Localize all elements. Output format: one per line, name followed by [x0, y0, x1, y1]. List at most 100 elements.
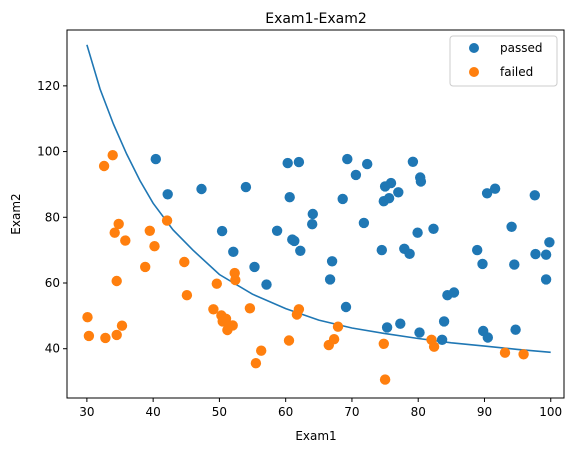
point-failed: [179, 256, 190, 268]
point-passed: [216, 225, 228, 237]
point-passed: [150, 153, 161, 165]
boundary-line: [86, 44, 551, 354]
chart-title: Exam1-Exam2: [265, 11, 367, 27]
point-passed: [540, 249, 552, 260]
point-passed: [326, 256, 338, 267]
point-passed: [393, 187, 404, 198]
point-passed: [530, 248, 541, 260]
point-failed: [428, 341, 440, 352]
point-failed: [378, 338, 389, 349]
x-tick-label: 40: [146, 405, 161, 419]
y-tick-label: 60: [45, 276, 60, 290]
point-failed: [109, 227, 120, 238]
point-failed: [230, 274, 241, 286]
point-passed: [307, 219, 318, 230]
axes-frame: [66, 29, 565, 399]
point-passed: [362, 158, 373, 170]
point-failed: [518, 349, 529, 360]
point-passed: [295, 245, 306, 256]
point-passed: [307, 208, 318, 220]
point-failed: [107, 150, 118, 161]
point-passed: [289, 235, 300, 247]
y-axis-title: Exam2: [9, 193, 23, 234]
point-failed: [208, 304, 219, 315]
data-points: [82, 150, 555, 385]
legend-marker-failed: [469, 67, 479, 77]
point-failed: [328, 334, 340, 345]
point-passed: [509, 259, 520, 270]
x-tick-label: 90: [477, 405, 492, 419]
point-passed: [284, 192, 295, 203]
point-passed: [340, 301, 352, 313]
point-failed: [140, 261, 151, 273]
point-passed: [436, 334, 448, 345]
point-passed: [438, 316, 450, 327]
point-failed: [293, 304, 305, 315]
point-failed: [116, 320, 128, 331]
point-passed: [337, 193, 348, 205]
point-passed: [358, 217, 370, 229]
y-tick-label: 40: [45, 342, 60, 356]
point-passed: [477, 258, 488, 270]
legend-label-failed: failed: [500, 65, 533, 79]
point-passed: [249, 261, 260, 273]
point-failed: [283, 335, 295, 346]
plot-area: [66, 29, 565, 399]
point-passed: [293, 156, 305, 168]
point-failed: [244, 303, 256, 314]
point-passed: [510, 324, 521, 335]
point-passed: [240, 181, 252, 193]
point-failed: [113, 218, 124, 230]
x-tick-label: 80: [411, 405, 426, 419]
point-failed: [181, 290, 193, 301]
legend-label-passed: passed: [500, 41, 542, 55]
point-passed: [385, 177, 397, 189]
point-passed: [342, 153, 353, 165]
point-failed: [100, 332, 111, 344]
point-failed: [120, 235, 131, 246]
point-failed: [256, 345, 267, 356]
point-passed: [350, 169, 362, 181]
point-passed: [404, 248, 415, 259]
point-failed: [211, 278, 222, 289]
point-failed: [332, 321, 344, 332]
point-failed: [111, 275, 122, 287]
point-failed: [149, 241, 160, 252]
point-passed: [196, 183, 207, 195]
decision-boundary: [86, 44, 551, 354]
point-failed: [161, 215, 173, 226]
point-passed: [412, 227, 423, 238]
point-passed: [529, 190, 540, 201]
point-passed: [162, 189, 173, 200]
point-failed: [499, 347, 511, 358]
x-tick-label: 70: [344, 405, 359, 419]
x-tick-label: 30: [79, 405, 94, 419]
point-passed: [376, 244, 387, 256]
point-passed: [540, 274, 552, 285]
legend: passed failed: [449, 35, 558, 87]
y-tick-label: 100: [37, 145, 60, 159]
point-passed: [428, 223, 439, 234]
point-passed: [544, 237, 555, 248]
point-passed: [448, 287, 460, 298]
x-tick-label: 50: [212, 405, 227, 419]
point-passed: [414, 327, 425, 338]
y-tick-label: 120: [37, 79, 60, 93]
point-passed: [489, 183, 501, 194]
point-passed: [482, 332, 493, 343]
x-axis: 30 40 50 60 70 80 90 100: [79, 398, 562, 419]
point-passed: [415, 176, 427, 187]
point-passed: [381, 322, 393, 333]
point-failed: [82, 312, 93, 323]
legend-marker-passed: [469, 43, 479, 53]
point-failed: [250, 358, 262, 369]
point-failed: [144, 225, 155, 236]
point-passed: [472, 244, 483, 256]
point-passed: [383, 193, 395, 204]
point-failed: [111, 329, 122, 341]
y-tick-label: 80: [45, 210, 60, 224]
point-passed: [271, 225, 283, 236]
x-tick-label: 60: [278, 405, 293, 419]
point-passed: [261, 279, 272, 290]
